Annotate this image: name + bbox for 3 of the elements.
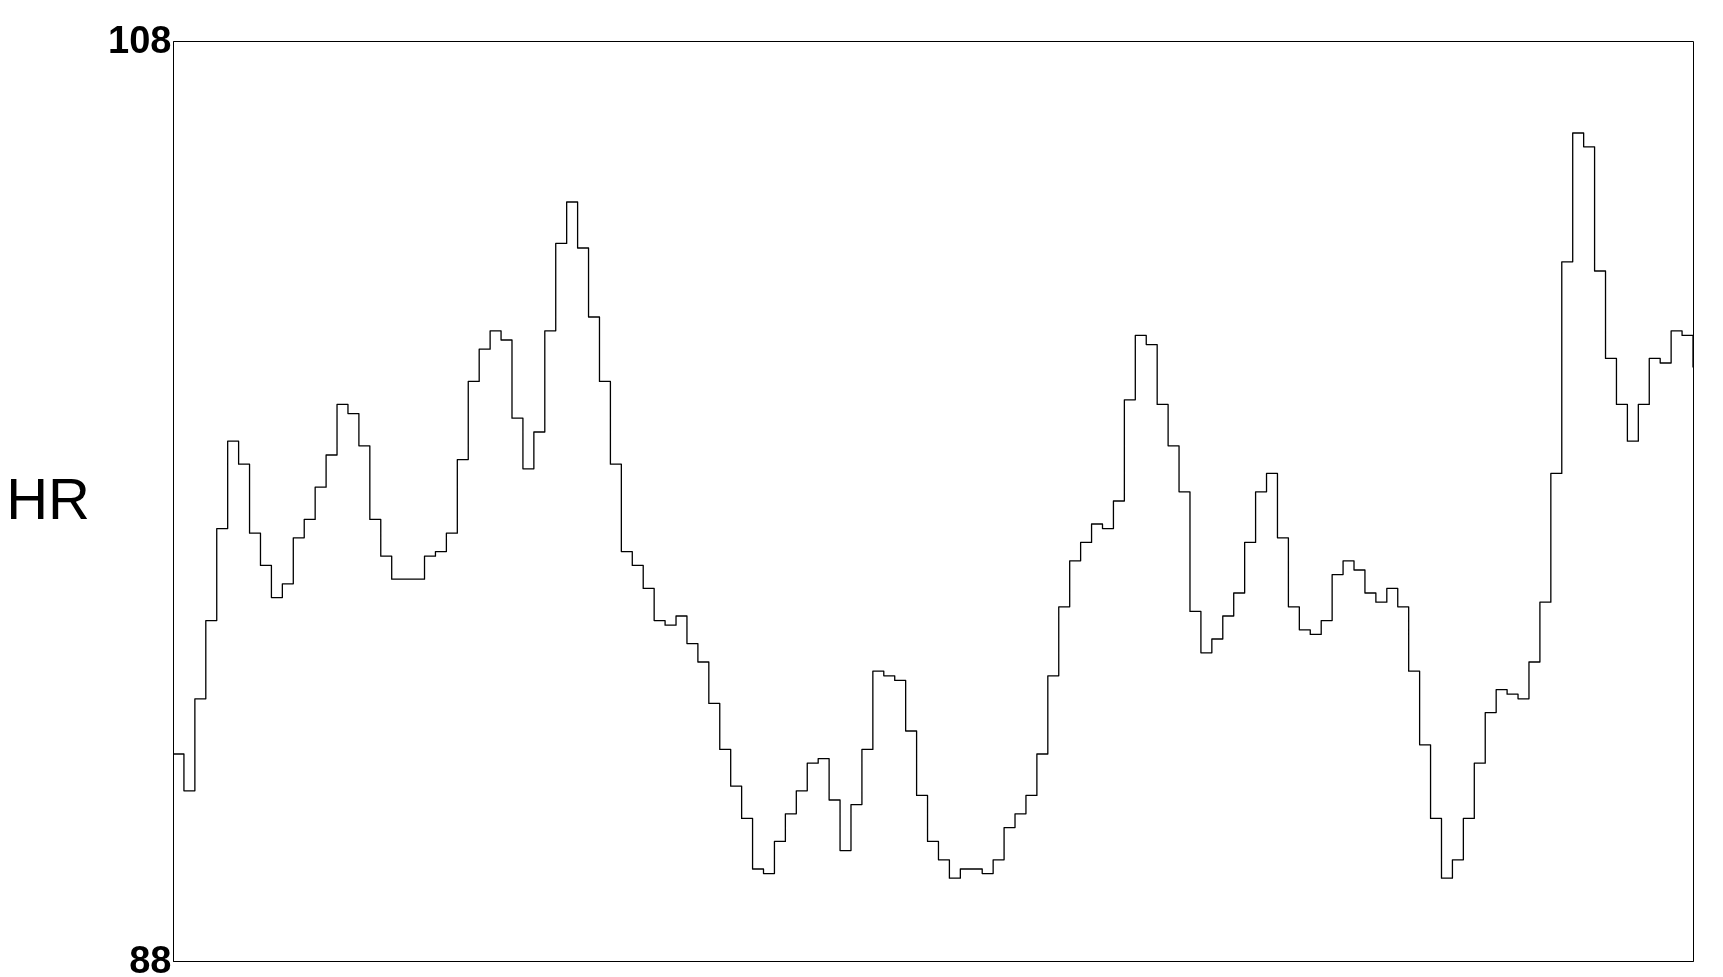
y-tick-label: 88 [129, 938, 172, 977]
y-axis-title: HR [6, 465, 90, 531]
y-tick-label: 108 [108, 18, 172, 61]
